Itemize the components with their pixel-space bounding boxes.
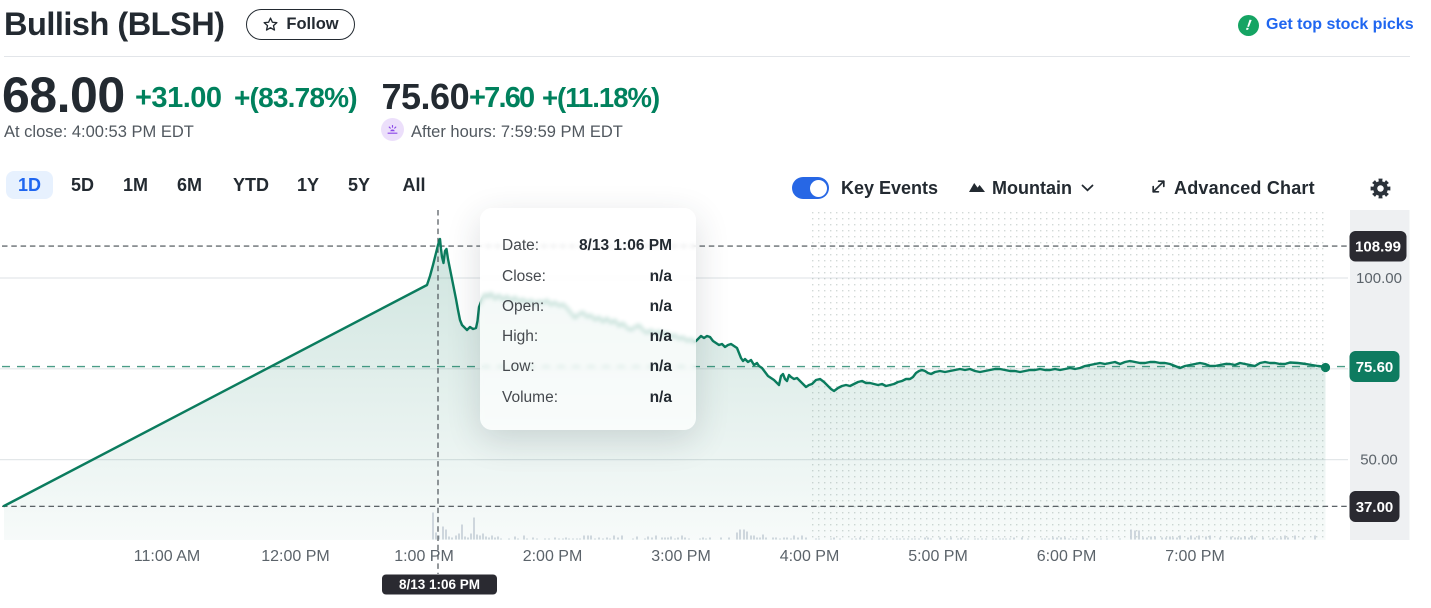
svg-text:3:00 PM: 3:00 PM: [651, 548, 711, 565]
svg-text:8/13 1:06 PM: 8/13 1:06 PM: [399, 577, 480, 592]
svg-text:108.99: 108.99: [1355, 239, 1401, 256]
svg-text:37.00: 37.00: [1356, 499, 1394, 516]
svg-text:2:00 PM: 2:00 PM: [523, 548, 583, 565]
svg-text:5:00 PM: 5:00 PM: [908, 548, 968, 565]
svg-text:100.00: 100.00: [1356, 270, 1402, 287]
svg-text:1:00 PM: 1:00 PM: [394, 548, 454, 565]
svg-text:11:00 AM: 11:00 AM: [134, 548, 200, 565]
svg-text:6:00 PM: 6:00 PM: [1037, 548, 1097, 565]
svg-text:75.60: 75.60: [1356, 359, 1394, 376]
svg-text:12:00 PM: 12:00 PM: [261, 548, 329, 565]
svg-text:4:00 PM: 4:00 PM: [780, 548, 840, 565]
svg-text:50.00: 50.00: [1360, 452, 1398, 469]
svg-text:7:00 PM: 7:00 PM: [1165, 548, 1225, 565]
